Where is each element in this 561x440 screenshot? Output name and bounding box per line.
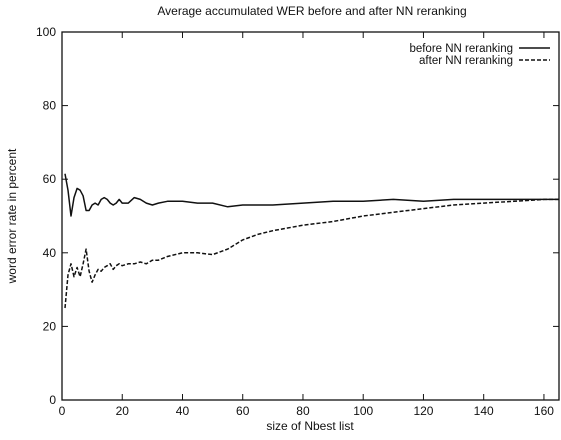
y-tick-label: 40 [43, 246, 57, 260]
y-axis: 0 20 40 60 80 100 [36, 25, 559, 407]
chart-title: Average accumulated WER before and after… [157, 4, 466, 18]
y-axis-title: word error rate in percent [5, 148, 19, 284]
x-tick-label: 20 [116, 404, 130, 418]
y-tick-label: 60 [43, 172, 57, 186]
x-tick-label: 120 [413, 404, 433, 418]
x-tick-label: 80 [296, 404, 310, 418]
x-tick-label: 140 [474, 404, 494, 418]
x-tick-label: 60 [236, 404, 250, 418]
plot-frame [61, 31, 560, 401]
y-tick-label: 80 [43, 99, 57, 113]
x-tick-label: 0 [59, 404, 66, 418]
series-before-line [64, 173, 559, 217]
legend-label: before NN reranking [409, 43, 513, 55]
x-tick-label: 160 [534, 404, 554, 418]
y-tick-label: 0 [49, 393, 56, 407]
series-layer [64, 173, 559, 309]
y-tick-label: 100 [36, 25, 56, 39]
series-after-line [64, 198, 559, 309]
x-axis-title: size of Nbest list [266, 419, 354, 433]
x-tick-label: 100 [353, 404, 373, 418]
y-tick-label: 20 [43, 319, 57, 333]
x-axis: 0 20 40 60 80 100 120 140 160 [59, 32, 554, 418]
legend-label: after NN reranking [419, 55, 513, 67]
x-tick-label: 40 [176, 404, 190, 418]
